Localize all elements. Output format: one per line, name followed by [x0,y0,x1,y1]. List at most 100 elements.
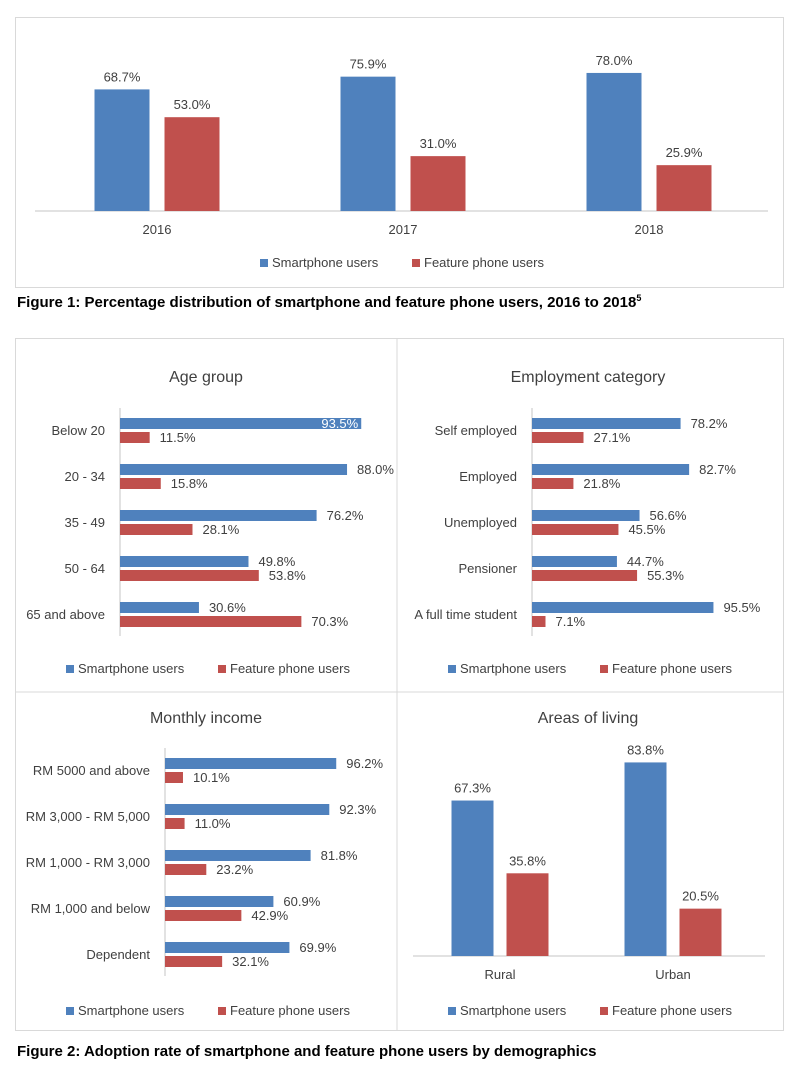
employment-data-label-1-2: 45.5% [628,522,665,537]
employment-bar-0-0 [532,418,681,429]
income-bar-1-1 [165,818,185,829]
income-title: Monthly income [150,710,262,727]
figure1-caption: Figure 1: Percentage distribution of sma… [17,293,641,311]
age-tick-label-3: 50 - 64 [65,561,105,576]
legend-label-fig1-1: Feature phone users [424,255,544,270]
fig1-bar-0-2 [586,72,642,211]
income-bar-0-4 [165,942,290,953]
fig1-tick-label-0: 2016 [143,222,172,237]
age-data-label-0-4: 30.6% [209,600,246,615]
age-bar-0-3 [120,556,249,567]
age-bar-0-4 [120,602,199,613]
age-data-label-1-0: 11.5% [160,430,196,445]
legend-swatch-employment-1 [600,665,608,673]
income-data-label-0-4: 69.9% [299,940,336,955]
age-data-label-1-3: 53.8% [269,568,306,583]
age-tick-label-2: 35 - 49 [65,515,105,530]
income-bar-0-1 [165,804,330,815]
income-data-label-0-0: 96.2% [346,756,383,771]
legend-swatch-areas-1 [600,1007,608,1015]
legend-label-areas-1: Feature phone users [612,1003,732,1018]
legend-swatch-fig1-1 [412,259,420,267]
age-data-label-0-3: 49.8% [258,554,295,569]
areas-data-label-0-0: 67.3% [454,781,491,796]
age-bar-0-1 [120,464,348,475]
fig1-bar-0-1 [340,76,396,211]
legend-label-age-0: Smartphone users [78,661,185,676]
employment-tick-label-0: Self employed [435,423,517,438]
areas-bar-0-0 [451,800,494,956]
legend-label-employment-0: Smartphone users [460,661,567,676]
legend-swatch-areas-0 [448,1007,456,1015]
employment-data-label-0-4: 95.5% [723,600,760,615]
areas-data-label-1-0: 35.8% [509,853,546,868]
age-data-label-0-2: 76.2% [327,508,364,523]
employment-data-label-1-4: 7.1% [555,614,585,629]
age-tick-label-4: 65 and above [26,607,105,622]
age-tick-label-0: Below 20 [52,423,105,438]
legend-swatch-employment-0 [448,665,456,673]
income-bar-0-2 [165,850,311,861]
income-tick-label-1: RM 3,000 - RM 5,000 [26,809,150,824]
legend-swatch-fig1-0 [260,259,268,267]
employment-tick-label-1: Employed [459,469,517,484]
income-data-label-1-4: 32.1% [232,954,269,969]
income-bar-0-0 [165,758,337,769]
fig1-tick-label-2: 2018 [635,222,664,237]
age-bar-1-3 [120,570,259,581]
income-bar-1-0 [165,772,183,783]
income-data-label-0-1: 92.3% [339,802,376,817]
employment-data-label-1-1: 21.8% [583,476,620,491]
income-data-label-1-1: 11.0% [195,816,231,831]
employment-bar-1-4 [532,616,546,627]
income-tick-label-3: RM 1,000 and below [31,901,151,916]
age-data-label-1-2: 28.1% [202,522,239,537]
employment-data-label-1-0: 27.1% [593,430,630,445]
areas-data-label-0-1: 83.8% [627,742,664,757]
employment-tick-label-3: Pensioner [458,561,517,576]
income-bar-0-3 [165,896,274,907]
employment-bar-0-4 [532,602,714,613]
legend-swatch-income-1 [218,1007,226,1015]
age-data-label-0-1: 88.0% [357,462,394,477]
areas-bar-1-1 [679,908,722,956]
employment-tick-label-2: Unemployed [444,515,517,530]
fig1-data-label-0-1: 75.9% [350,57,387,72]
areas-tick-label-1: Urban [655,967,690,982]
age-bar-0-2 [120,510,317,521]
figure2-frame [15,338,784,1031]
figure1-footnote: 5 [636,293,642,303]
income-bar-1-3 [165,910,242,921]
age-title: Age group [169,369,243,386]
income-tick-label-4: Dependent [86,947,150,962]
legend-label-income-0: Smartphone users [78,1003,185,1018]
figure2-caption: Figure 2: Adoption rate of smartphone an… [17,1043,597,1060]
legend-swatch-income-0 [66,1007,74,1015]
employment-bar-1-0 [532,432,584,443]
income-tick-label-2: RM 1,000 - RM 3,000 [26,855,150,870]
fig1-data-label-0-2: 78.0% [596,53,633,68]
income-data-label-0-2: 81.8% [321,848,358,863]
areas-bar-1-0 [506,873,549,956]
legend-swatch-age-1 [218,665,226,673]
areas-tick-label-0: Rural [484,967,515,982]
income-bar-1-2 [165,864,207,875]
figure1-caption-text: Figure 1: Percentage distribution of sma… [17,294,637,311]
fig1-data-label-1-0: 53.0% [174,97,211,112]
fig1-bar-1-0 [164,117,220,211]
employment-bar-1-3 [532,570,638,581]
areas-data-label-1-1: 20.5% [682,889,719,904]
employment-data-label-0-0: 78.2% [691,416,728,431]
areas-title: Areas of living [538,710,639,727]
employment-bar-0-3 [532,556,617,567]
employment-bar-0-1 [532,464,690,475]
age-bar-1-2 [120,524,193,535]
income-data-label-1-0: 10.1% [193,770,230,785]
age-bar-1-4 [120,616,302,627]
areas-bar-0-1 [624,762,667,956]
age-bar-0-0 [120,418,362,429]
fig1-tick-label-1: 2017 [389,222,418,237]
employment-bar-1-2 [532,524,619,535]
